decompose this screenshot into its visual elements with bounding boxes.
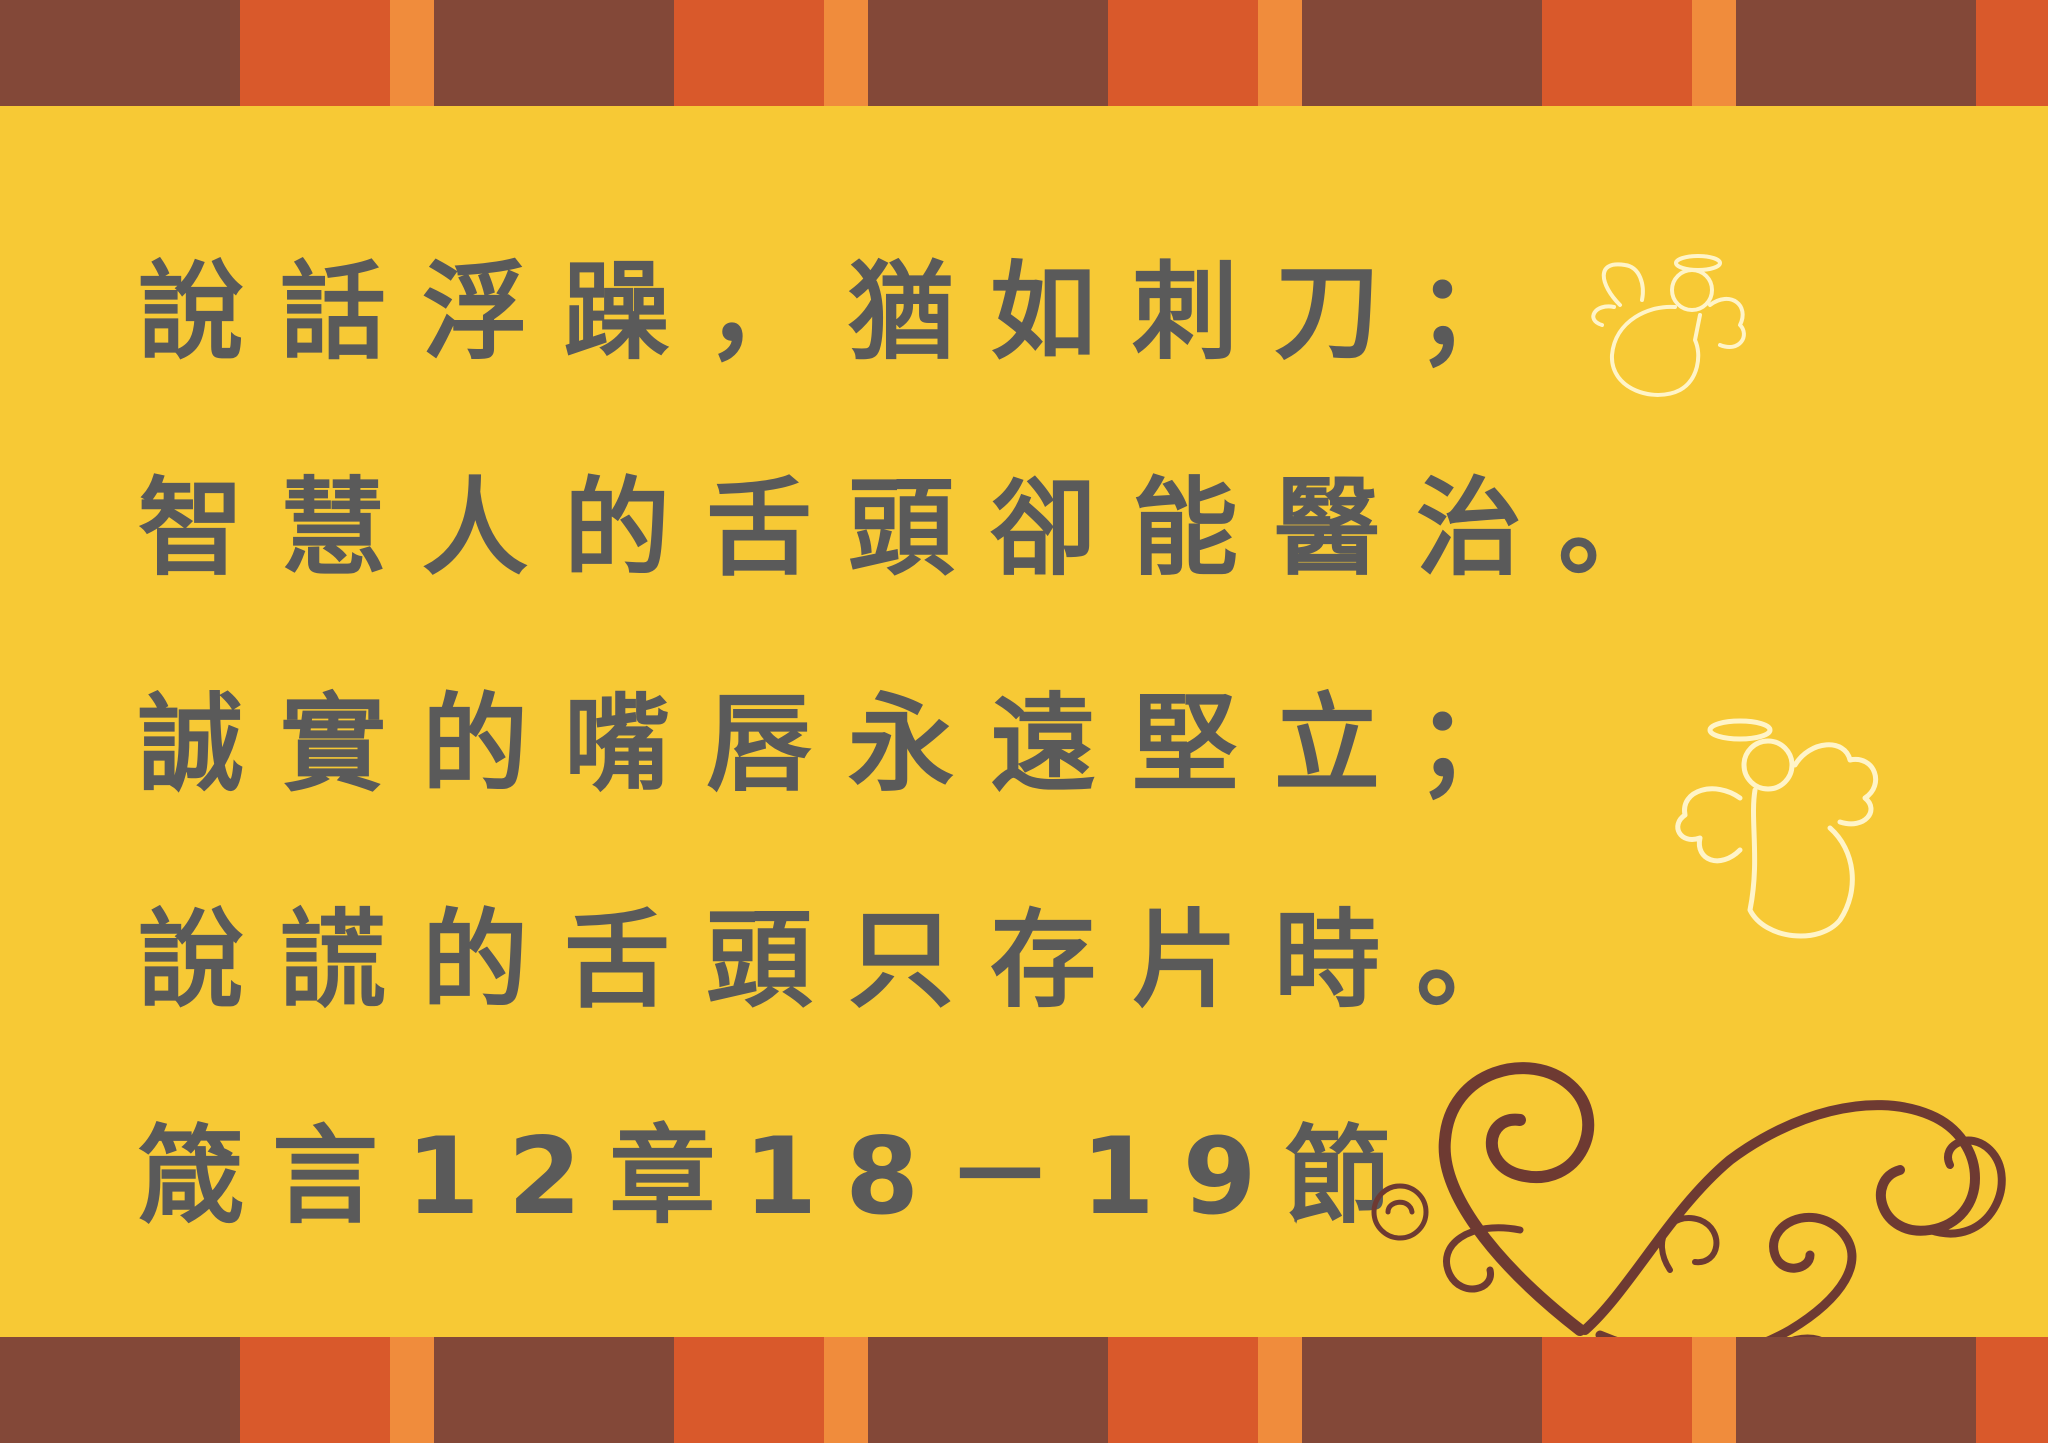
verse-line-3: 誠實的嘴唇永遠堅立； — [138, 683, 1558, 806]
angel-icon — [1675, 718, 1879, 939]
verse-reference: 箴言12章18－19節 — [138, 1115, 1419, 1238]
verse-line-1: 說話浮躁，猶如刺刀； — [138, 251, 1558, 374]
top-stripe-border — [0, 0, 2048, 106]
verse-block: 說話浮躁，猶如刺刀； 智慧人的舌頭卻能醫治。 誠實的嘴唇永遠堅立； 說謊的舌頭只… — [138, 205, 1698, 1285]
verse-line-4: 說謊的舌頭只存片時。 — [138, 899, 1558, 1022]
verse-line-2: 智慧人的舌頭卻能醫治。 — [138, 467, 1700, 590]
bottom-stripe-border — [0, 1337, 2048, 1443]
